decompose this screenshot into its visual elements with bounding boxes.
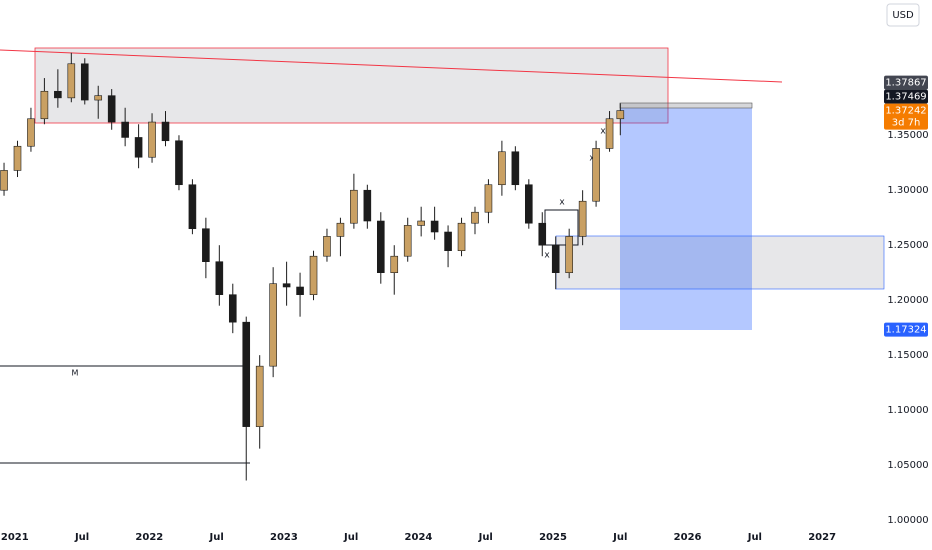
x-tick-label: Jul — [74, 532, 89, 543]
candle-body — [175, 140, 183, 186]
annotation: M — [72, 369, 79, 378]
candle-body — [403, 225, 412, 257]
x-tick-label: 2025 — [539, 532, 567, 543]
candle-body — [511, 151, 520, 186]
candle-body — [430, 220, 439, 233]
price-marker-label: 1.17324 — [885, 325, 926, 336]
x-tick-label: Jul — [747, 532, 762, 543]
price-marker-label: 1.37242 — [885, 106, 926, 117]
candle-body — [390, 255, 399, 273]
candle-body — [323, 236, 331, 257]
candle-body — [296, 286, 304, 295]
candle-body — [228, 294, 237, 323]
annotation: x — [544, 251, 550, 261]
candle-body — [94, 95, 103, 101]
candle-body — [350, 189, 358, 224]
x-tick-label: Jul — [612, 532, 627, 543]
currency-box[interactable] — [886, 3, 920, 27]
candle-body — [40, 90, 49, 120]
position-top — [619, 102, 753, 109]
candle-body — [54, 90, 62, 99]
price-marker — [884, 322, 928, 337]
candle-body — [202, 228, 210, 263]
x-tick-label: Jul — [343, 532, 358, 543]
price-marker — [884, 89, 928, 104]
x-tick-label: Jul — [208, 532, 223, 543]
candle-body — [484, 184, 493, 213]
candle-body — [242, 321, 251, 427]
x-tick-label: 2021 — [1, 532, 29, 543]
price-marker-label: 1.37469 — [885, 92, 926, 103]
y-tick-label: 1.15000 — [887, 350, 928, 361]
price-marker — [884, 75, 928, 90]
y-tick-label: 1.10000 — [887, 405, 928, 416]
candle-body — [67, 63, 76, 99]
x-tick-label: 2027 — [808, 532, 836, 543]
candle-body — [578, 200, 587, 237]
candle-body — [0, 170, 8, 191]
y-tick-label: 1.20000 — [887, 295, 928, 306]
countdown: 3d 7h — [892, 118, 921, 129]
candle-body — [565, 236, 573, 273]
candle-body — [282, 283, 291, 288]
position-box — [620, 108, 752, 330]
drawings: M x x x x — [0, 47, 885, 464]
price-marker-label: 1.37867 — [885, 78, 926, 89]
candle-body — [376, 220, 385, 273]
y-tick-label: 1.00000 — [887, 515, 928, 526]
candle-body — [121, 121, 129, 138]
x-tick-label: 2024 — [405, 532, 433, 543]
candle-body — [444, 231, 452, 252]
candle-body — [269, 283, 277, 367]
x-tick-label: 2023 — [270, 532, 298, 543]
candle-body — [309, 255, 318, 295]
x-tick-label: 2026 — [674, 532, 702, 543]
candle-body — [336, 222, 345, 237]
price-marker — [884, 103, 928, 130]
candle-body — [107, 95, 116, 123]
candle-body — [255, 365, 264, 427]
candle-body — [80, 63, 89, 101]
x-tick-label: 2022 — [135, 532, 163, 543]
candle-body — [616, 110, 625, 120]
y-tick-label: 1.30000 — [887, 185, 928, 196]
annotation: x — [559, 198, 565, 208]
y-tick-label: 1.05000 — [887, 460, 928, 471]
candle-body — [605, 118, 614, 149]
candle-body — [551, 244, 560, 273]
candle-body — [538, 222, 547, 246]
candle-body — [134, 137, 143, 158]
annotation: x — [600, 127, 606, 137]
candle-body — [188, 184, 197, 230]
candle-body — [215, 261, 224, 295]
resistance-zone — [34, 47, 669, 124]
candle-body — [363, 189, 372, 222]
candle-body — [592, 148, 600, 202]
candle-body — [498, 151, 506, 186]
candle-body — [13, 145, 22, 171]
candle-body — [525, 184, 533, 224]
candle-body — [417, 220, 425, 226]
candle-body — [27, 118, 35, 147]
trend-line — [0, 49, 783, 83]
support-zone — [555, 235, 885, 290]
currency[interactable]: USD — [892, 10, 914, 21]
candle-body — [457, 222, 466, 252]
candle-body — [148, 121, 156, 158]
x-tick-label: Jul — [478, 532, 493, 543]
y-tick-label: 1.35000 — [887, 130, 928, 141]
candle-body — [471, 211, 479, 224]
candle-body — [161, 121, 170, 142]
y-tick-label: 1.25000 — [887, 240, 928, 251]
